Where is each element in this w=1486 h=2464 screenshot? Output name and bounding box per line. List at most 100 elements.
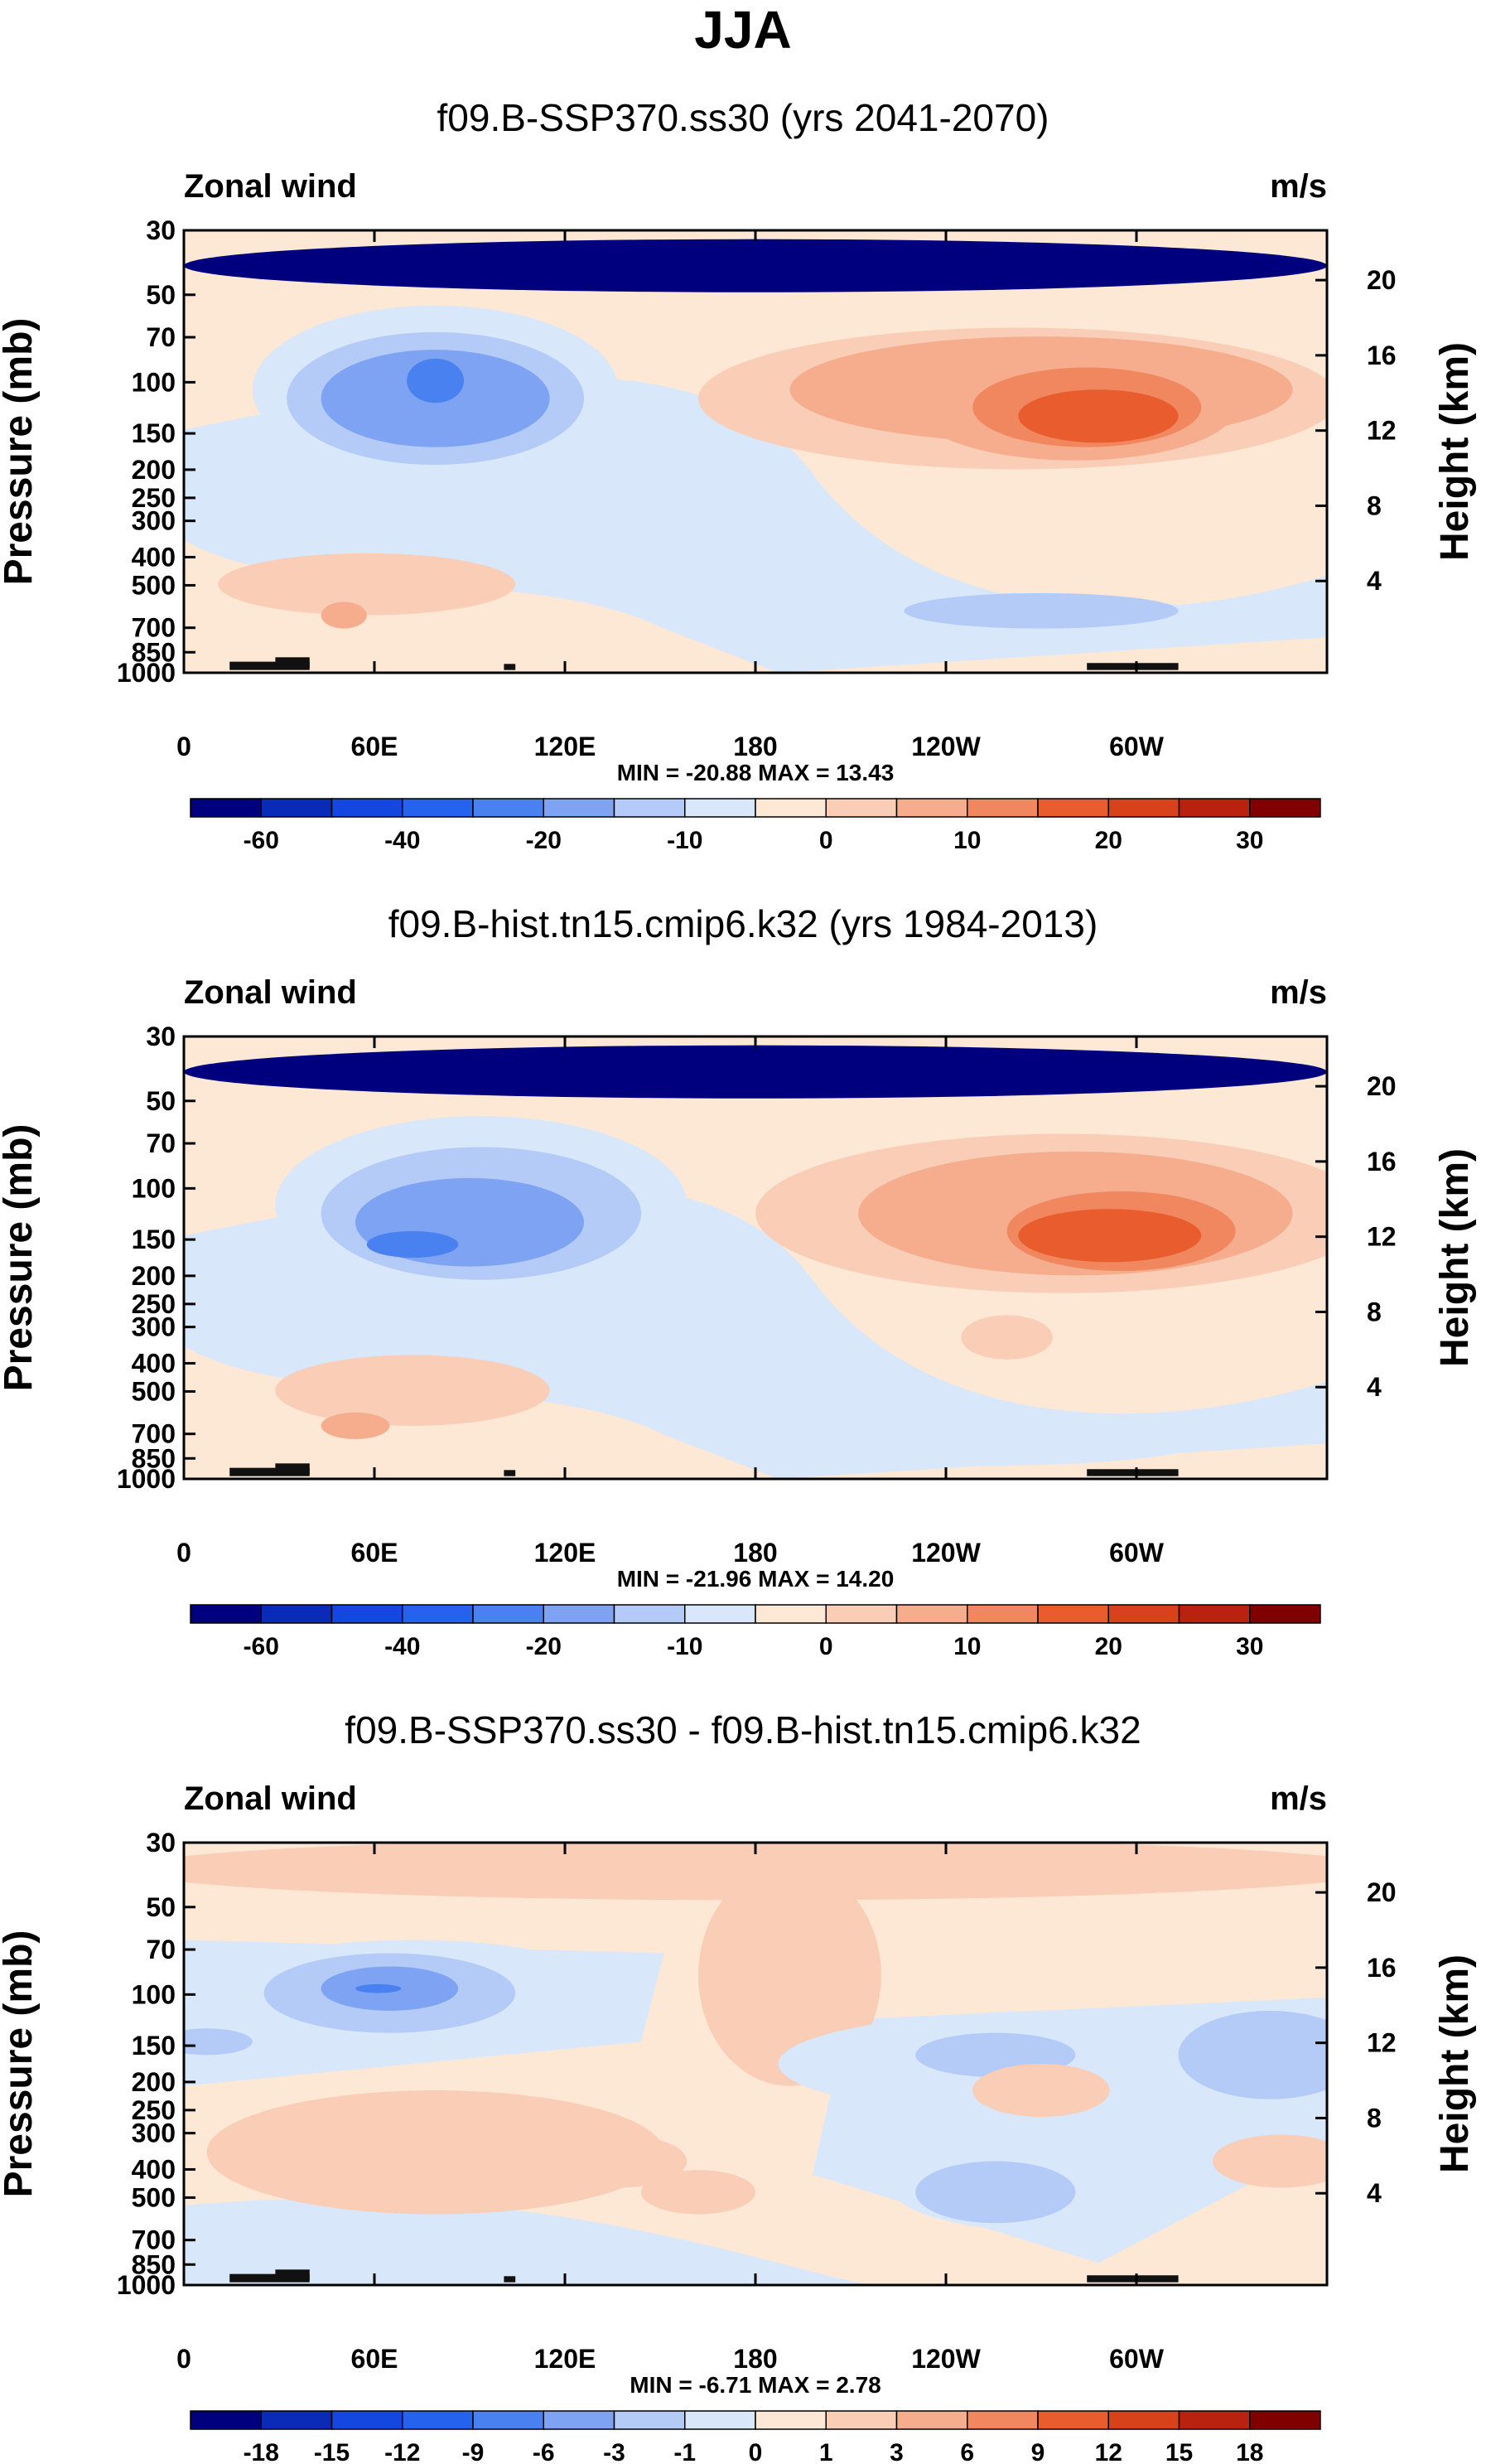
contour-region <box>355 1983 402 1993</box>
topography <box>1087 2275 1179 2283</box>
y2-tick-label: 16 <box>1367 1953 1397 1983</box>
x-tick-label: 0 <box>176 2344 191 2374</box>
y-tick-label: 50 <box>146 1086 176 1116</box>
colorbar-swatch <box>755 2410 827 2430</box>
y2-tick-label: 12 <box>1367 2028 1397 2058</box>
contour-region <box>206 2090 664 2215</box>
contour-region <box>961 1315 1053 1360</box>
y2-tick-label: 4 <box>1367 1372 1382 1402</box>
colorbar-label: 10 <box>953 827 981 854</box>
y-tick-label: 100 <box>132 1979 176 2009</box>
y-axis-label: Pressure (mb) <box>0 318 41 586</box>
y2-axis-label: Height (km) <box>1433 342 1477 561</box>
units-label: m/s <box>1270 168 1327 205</box>
colorbar-swatch <box>895 2410 968 2430</box>
colorbar: -18 -15 -12 -9 -6 -3 -1 0 1 3 6 9 12 15 18 <box>190 2410 1321 2464</box>
y-tick-label: 250 <box>132 483 176 513</box>
colorbar-label: -60 <box>244 1633 279 1660</box>
colorbar-label: 20 <box>1095 827 1122 854</box>
topography <box>1087 1469 1179 1476</box>
colorbar-swatch <box>543 798 615 818</box>
contour-region <box>641 2170 755 2215</box>
colorbar: -60 -40 -20 -10 0 10 20 30 <box>190 798 1321 854</box>
contour-region <box>184 1045 1327 1099</box>
colorbar-swatch <box>472 1604 544 1624</box>
colorbar-swatch <box>895 1604 968 1624</box>
y-tick-label: 700 <box>132 1419 176 1449</box>
colorbar-swatch <box>260 2410 333 2430</box>
panel-title: f09.B-SSP370.ss30 - f09.B-hist.tn15.cmip… <box>345 1708 1141 1751</box>
x-tick-label: 60W <box>1109 732 1165 761</box>
x-tick-label: 180 <box>733 732 777 761</box>
topography <box>275 657 310 668</box>
colorbar-label: 0 <box>819 1633 833 1660</box>
variable-label: Zonal wind <box>184 168 357 205</box>
panel-title: f09.B-hist.tn15.cmip6.k32 (yrs 1984-2013… <box>388 902 1098 945</box>
y-tick-label: 1000 <box>117 658 176 688</box>
y2-tick-label: 20 <box>1367 1877 1397 1907</box>
y-tick-label: 150 <box>132 2031 176 2061</box>
contour-region <box>184 1843 1327 1901</box>
colorbar-label: -6 <box>533 2439 555 2464</box>
colorbar-label: -20 <box>526 1633 562 1660</box>
y-tick-label: 1000 <box>117 1464 176 1494</box>
y2-tick-label: 4 <box>1367 566 1382 596</box>
colorbar-label: -12 <box>384 2439 420 2464</box>
colorbar-swatch <box>330 1604 403 1624</box>
colorbar-label: 1 <box>819 2439 833 2464</box>
units-label: m/s <box>1270 1780 1327 1817</box>
y-tick-label: 150 <box>132 418 176 448</box>
colorbar-swatch <box>825 798 898 818</box>
colorbar-swatch <box>967 798 1039 818</box>
colorbar-swatch <box>330 2410 403 2430</box>
y-tick-label: 100 <box>132 1173 176 1203</box>
contour-region <box>1018 1209 1202 1263</box>
colorbar-label: 0 <box>749 2439 763 2464</box>
y-tick-label: 200 <box>132 455 176 485</box>
topography <box>504 2276 516 2283</box>
colorbar-label: -1 <box>673 2439 696 2464</box>
colorbar-swatch <box>543 2410 615 2430</box>
negative-region <box>184 2199 870 2285</box>
y-tick-label: 500 <box>132 570 176 600</box>
contour-region <box>1213 2134 1327 2188</box>
y-tick-label: 70 <box>146 322 176 352</box>
y-tick-label: 500 <box>132 2182 176 2212</box>
colorbar-swatch <box>825 2410 898 2430</box>
topography <box>229 1467 310 1476</box>
x-tick-label: 120E <box>534 2344 596 2374</box>
y2-tick-label: 20 <box>1367 1071 1397 1101</box>
panel-1: f09.B-SSP370.ss30 (yrs 2041-2070) Zonal w… <box>0 96 1477 854</box>
colorbar-swatch <box>613 798 686 818</box>
contour-region <box>321 1412 390 1439</box>
y2-tick-label: 16 <box>1367 1147 1397 1176</box>
y-tick-label: 250 <box>132 2095 176 2125</box>
colorbar: -60 -40 -20 -10 0 10 20 30 <box>190 1604 1321 1660</box>
contour-region <box>915 2161 1076 2224</box>
colorbar-swatch <box>967 1604 1039 1624</box>
colorbar-label: 10 <box>953 1633 981 1660</box>
x-tick-label: 60E <box>351 2344 398 2374</box>
colorbar-swatch <box>895 798 968 818</box>
x-tick-label: 60E <box>351 732 398 761</box>
colorbar-swatch <box>190 1604 262 1624</box>
colorbar-label: 12 <box>1095 2439 1122 2464</box>
figure-title: JJA <box>694 0 791 60</box>
topography <box>229 2273 310 2283</box>
y-tick-label: 200 <box>132 2067 176 2097</box>
colorbar-label: 30 <box>1236 827 1263 854</box>
colorbar-swatch <box>1037 2410 1109 2430</box>
x-tick-label: 120W <box>911 1538 981 1568</box>
colorbar-swatch <box>190 798 262 818</box>
colorbar-label: 15 <box>1165 2439 1193 2464</box>
colorbar-swatch <box>402 798 474 818</box>
colorbar-swatch <box>402 1604 474 1624</box>
colorbar-swatch <box>1249 2410 1321 2430</box>
colorbar-label: 18 <box>1236 2439 1263 2464</box>
x-tick-label: 120E <box>534 1538 596 1568</box>
y-tick-label: 70 <box>146 1128 176 1158</box>
contour-region <box>366 1230 459 1258</box>
y-tick-label: 300 <box>132 506 176 536</box>
units-label: m/s <box>1270 974 1327 1011</box>
